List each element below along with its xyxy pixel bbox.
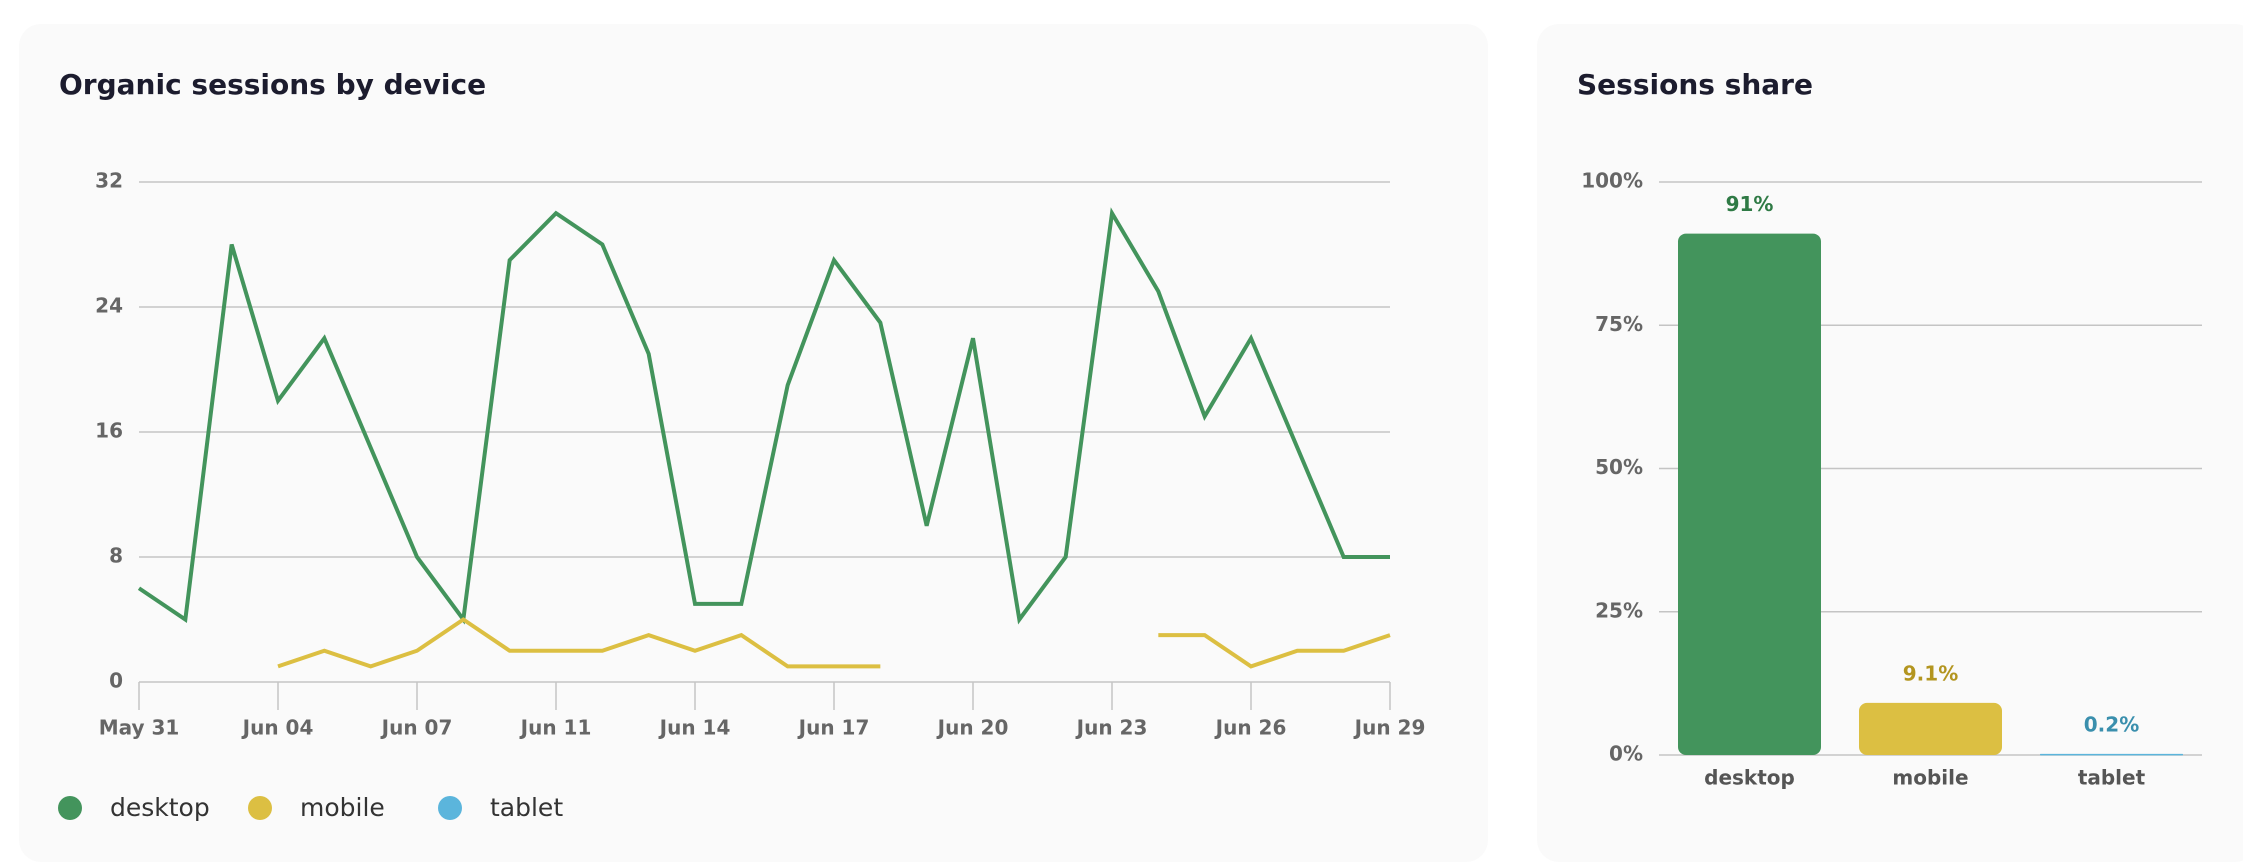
x-tick-label: Jun 26 xyxy=(1214,716,1287,740)
y-tick-label: 75% xyxy=(1595,312,1643,336)
legend-label: mobile xyxy=(300,793,385,822)
bar xyxy=(1678,233,1821,755)
x-tick-label: Jun 20 xyxy=(936,716,1009,740)
value-label: 0.2% xyxy=(2084,712,2139,736)
x-tick-label: Jun 29 xyxy=(1353,716,1426,740)
x-tick-label: desktop xyxy=(1704,766,1795,790)
x-tick-label: mobile xyxy=(1892,766,1968,790)
y-tick-label: 0% xyxy=(1609,742,1643,766)
series-line xyxy=(137,207,1390,625)
value-label: 9.1% xyxy=(1903,661,1958,685)
legend-label: tablet xyxy=(490,793,563,822)
y-tick-label: 32 xyxy=(95,169,123,193)
y-tick-label: 25% xyxy=(1595,598,1643,622)
x-tick-label: May 31 xyxy=(99,716,180,740)
y-tick-label: 100% xyxy=(1581,169,1643,193)
x-tick-label: Jun 04 xyxy=(241,716,314,740)
card xyxy=(19,24,1488,862)
x-tick-label: Jun 11 xyxy=(519,716,592,740)
y-tick-label: 8 xyxy=(109,544,123,568)
bar xyxy=(1859,702,2002,755)
x-tick-label: tablet xyxy=(2078,766,2146,790)
chart-title: Sessions share xyxy=(1577,68,1813,101)
x-tick-label: Jun 07 xyxy=(380,716,453,740)
legend-label: desktop xyxy=(110,793,210,822)
chart-title: Organic sessions by device xyxy=(59,68,486,101)
legend-swatch xyxy=(58,796,82,820)
y-tick-label: 0 xyxy=(109,669,123,693)
y-tick-label: 24 xyxy=(95,294,123,318)
value-label: 91% xyxy=(1726,192,1774,216)
x-tick-label: Jun 17 xyxy=(797,716,870,740)
series-line xyxy=(277,617,1391,669)
x-tick-label: Jun 14 xyxy=(658,716,731,740)
bar xyxy=(2040,753,2183,756)
x-tick-label: Jun 23 xyxy=(1075,716,1148,740)
legend-swatch xyxy=(438,796,462,820)
legend-swatch xyxy=(248,796,272,820)
y-tick-label: 16 xyxy=(95,419,123,443)
y-tick-label: 50% xyxy=(1595,455,1643,479)
